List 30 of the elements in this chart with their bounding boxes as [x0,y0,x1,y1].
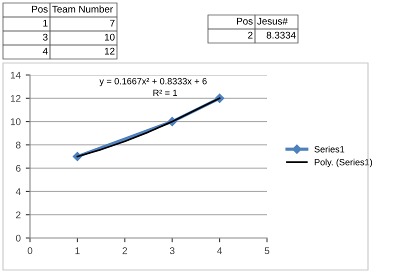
y-tick-label: 12 [10,95,20,102]
y-tick-label: 0 [16,234,21,242]
y-tick-label: 4 [16,188,21,195]
text: 12 [104,48,115,55]
text: Pos [32,6,48,13]
x-tick-label: 2 [122,247,128,254]
y-tick-label: 10 [10,118,21,126]
text: 4 [42,48,48,55]
x-tick-label: 0 [28,247,32,254]
legend-label: Series1 [314,146,344,152]
text: 3 [42,34,48,41]
text: Team Number [52,5,113,13]
y-tick-label: 2 [16,211,20,218]
text: 10 [104,34,115,41]
y-tick-label: 8 [16,142,21,148]
legend-label: Poly. (Series1) [314,158,372,168]
text: 2 [248,32,253,39]
text: Jesus# [257,18,288,25]
x-tick-label: 1 [75,247,80,254]
annotation: R² = 1 [153,90,178,96]
y-tick-label: 14 [10,72,21,79]
x-tick-label: 5 [264,247,270,254]
x-tick-label: 3 [170,247,174,254]
text: 8.3334 [266,32,296,39]
y-tick-label: 6 [16,164,21,172]
text: Pos [237,18,253,25]
annotation: y = 0.1667x² + 0.8333x + 6 [99,78,207,86]
text: 7 [110,20,115,27]
text: 1 [43,20,48,27]
x-tick-label: 4 [217,247,222,254]
